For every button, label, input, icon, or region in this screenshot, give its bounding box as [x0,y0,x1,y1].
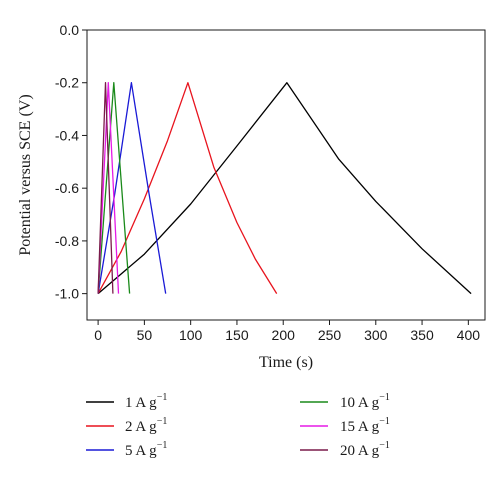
plot-frame [86,29,486,321]
x-tick-label: 0 [94,327,102,343]
series-line-4 [97,82,131,294]
x-tick-label: 100 [179,327,203,343]
x-tick-label: 250 [318,327,342,343]
x-tick-label: 150 [225,327,249,343]
series-line-5 [97,82,120,294]
series-line-3 [97,82,167,294]
x-tick-label: 200 [272,327,296,343]
series-layer [97,82,472,295]
series-line-6 [97,82,114,294]
legend: 1 A g−1 2 A g−1 5 A g−1 10 A g−1 15 A g−1 20 … [86,392,390,459]
legend-label-1: 1 A g−1 [125,392,167,411]
y-tick-label: -0.6 [55,180,79,196]
series-line-1 [97,82,472,295]
legend-label-4: 10 A g−1 [340,392,390,411]
legend-label-2: 2 A g−1 [125,416,167,435]
y-tick-label: 0.0 [60,22,80,38]
y-axis-title: Potential versus SCE (V) [17,94,34,255]
x-tick-label: 350 [410,327,434,343]
axes-layer: 0 50 100 150 200 250 300 350 400 0.0 -0.2 -0.4 -0.6 -… [55,22,480,343]
legend-label-6: 20 A g−1 [340,440,390,459]
x-tick-label: 50 [137,327,153,343]
legend-label-5: 15 A g−1 [340,416,390,435]
legend-label-3: 5 A g−1 [125,440,167,459]
x-axis-title: Time (s) [259,354,313,371]
y-tick-label: -0.8 [55,233,79,249]
y-tick-label: -1.0 [55,286,79,302]
y-tick-label: -0.2 [55,75,79,91]
y-tick-label: -0.4 [55,127,79,143]
plot-area [86,29,486,321]
x-tick-label: 300 [364,327,388,343]
series-line-2 [97,82,278,294]
x-tick-label: 400 [457,327,481,343]
